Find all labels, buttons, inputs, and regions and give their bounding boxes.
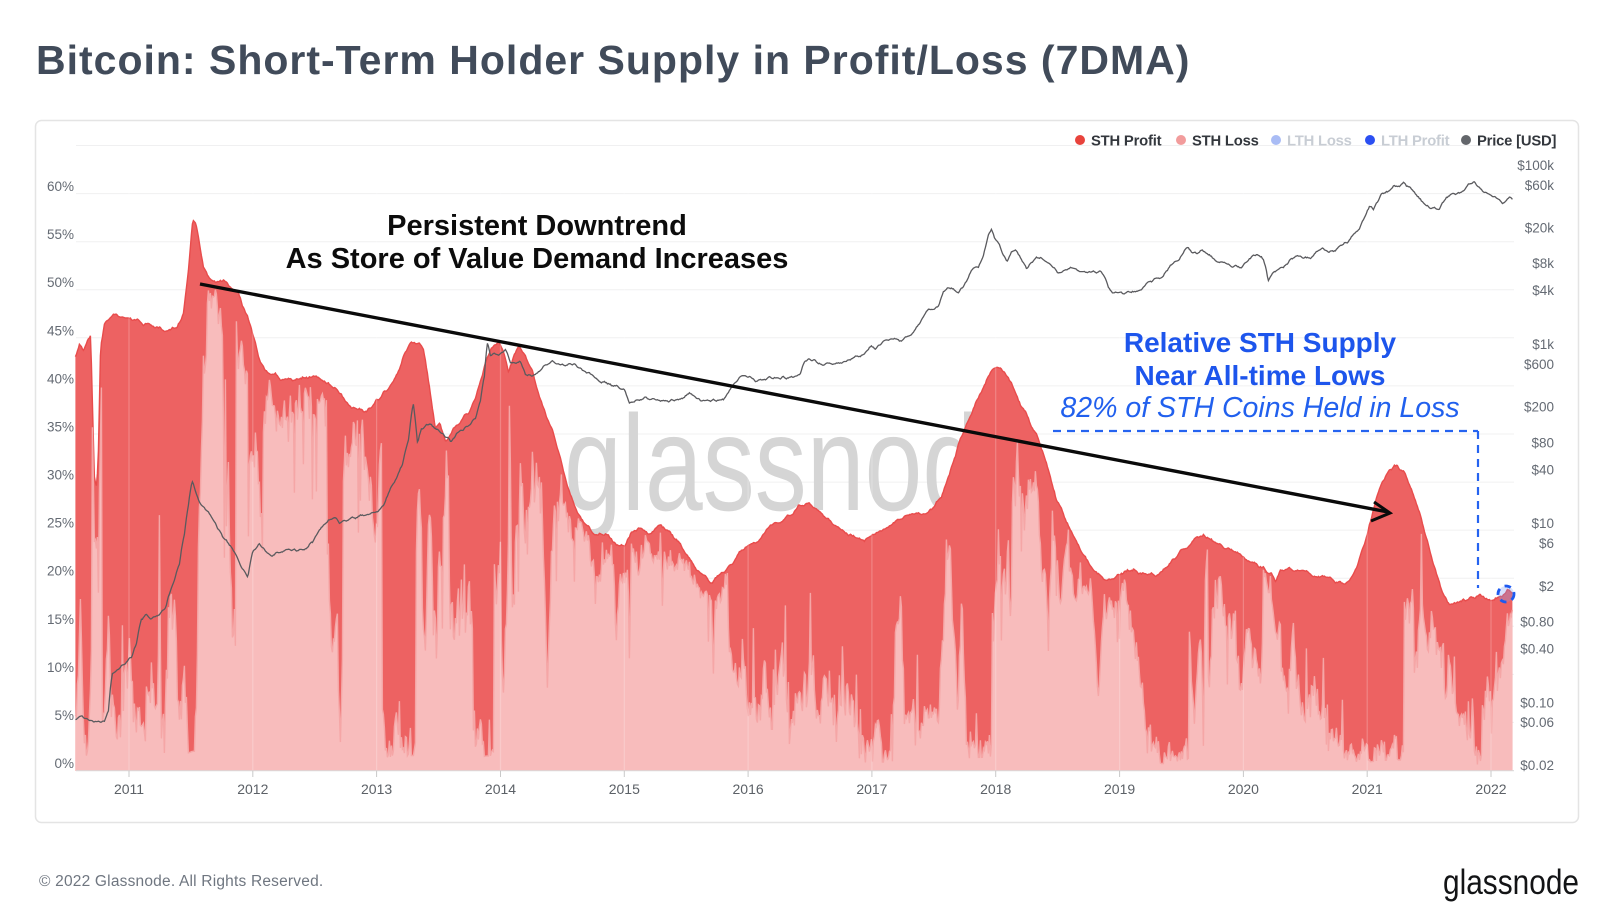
svg-text:Price [USD]: Price [USD] — [1477, 134, 1556, 150]
svg-text:$1k: $1k — [1532, 337, 1554, 352]
svg-text:Bitcoin: Short-Term Holder Sup: Bitcoin: Short-Term Holder Supply in Pro… — [36, 37, 1190, 83]
svg-text:5%: 5% — [54, 708, 74, 723]
svg-text:2015: 2015 — [609, 781, 640, 797]
svg-text:glassnode: glassnode — [1443, 863, 1579, 902]
svg-text:82% of STH Coins Held in Loss: 82% of STH Coins Held in Loss — [1060, 392, 1459, 424]
svg-text:$200: $200 — [1524, 400, 1554, 415]
svg-text:$40: $40 — [1531, 462, 1554, 477]
svg-text:$60k: $60k — [1525, 178, 1555, 193]
svg-text:2018: 2018 — [980, 781, 1011, 797]
svg-text:Near All-time Lows: Near All-time Lows — [1134, 360, 1385, 391]
svg-text:$0.80: $0.80 — [1520, 614, 1554, 629]
svg-text:$10: $10 — [1531, 516, 1554, 531]
svg-text:$20k: $20k — [1525, 221, 1555, 236]
svg-text:$600: $600 — [1524, 357, 1554, 372]
svg-text:2019: 2019 — [1104, 781, 1135, 797]
svg-text:2016: 2016 — [733, 781, 764, 797]
svg-text:$0.40: $0.40 — [1520, 641, 1554, 656]
svg-text:Persistent Downtrend: Persistent Downtrend — [387, 210, 687, 242]
svg-text:2014: 2014 — [485, 781, 516, 797]
svg-text:© 2022 Glassnode. All Rights R: © 2022 Glassnode. All Rights Reserved. — [39, 873, 323, 890]
svg-text:$0.10: $0.10 — [1520, 695, 1554, 710]
svg-text:50%: 50% — [47, 275, 74, 290]
svg-text:0%: 0% — [54, 756, 74, 771]
svg-text:55%: 55% — [47, 227, 74, 242]
svg-text:45%: 45% — [47, 323, 74, 338]
svg-text:$2: $2 — [1539, 579, 1554, 594]
svg-text:LTH Loss: LTH Loss — [1287, 134, 1352, 150]
svg-text:Relative STH Supply: Relative STH Supply — [1124, 327, 1397, 358]
svg-text:STH Loss: STH Loss — [1192, 134, 1259, 150]
svg-text:LTH Profit: LTH Profit — [1381, 134, 1450, 150]
svg-text:2013: 2013 — [361, 781, 392, 797]
svg-text:2012: 2012 — [237, 781, 268, 797]
svg-text:35%: 35% — [47, 420, 74, 435]
svg-text:$100k: $100k — [1517, 158, 1554, 173]
svg-text:20%: 20% — [47, 564, 74, 579]
svg-text:As Store of Value Demand Incre: As Store of Value Demand Increases — [286, 243, 789, 275]
svg-text:$4k: $4k — [1532, 283, 1554, 298]
svg-text:40%: 40% — [47, 371, 74, 386]
svg-text:$80: $80 — [1531, 435, 1554, 450]
svg-text:$0.02: $0.02 — [1520, 758, 1554, 773]
svg-text:25%: 25% — [47, 516, 74, 531]
svg-text:$8k: $8k — [1532, 256, 1554, 271]
svg-text:2017: 2017 — [856, 781, 887, 797]
svg-text:$0.06: $0.06 — [1520, 715, 1554, 730]
svg-text:15%: 15% — [47, 612, 74, 627]
svg-text:2020: 2020 — [1228, 781, 1259, 797]
svg-text:2011: 2011 — [114, 781, 144, 797]
svg-text:2021: 2021 — [1352, 781, 1383, 797]
svg-text:30%: 30% — [47, 468, 74, 483]
svg-text:10%: 10% — [47, 660, 74, 675]
svg-text:60%: 60% — [47, 179, 74, 194]
svg-text:$6: $6 — [1539, 536, 1554, 551]
svg-text:2022: 2022 — [1475, 781, 1506, 797]
svg-text:STH Profit: STH Profit — [1091, 134, 1162, 150]
